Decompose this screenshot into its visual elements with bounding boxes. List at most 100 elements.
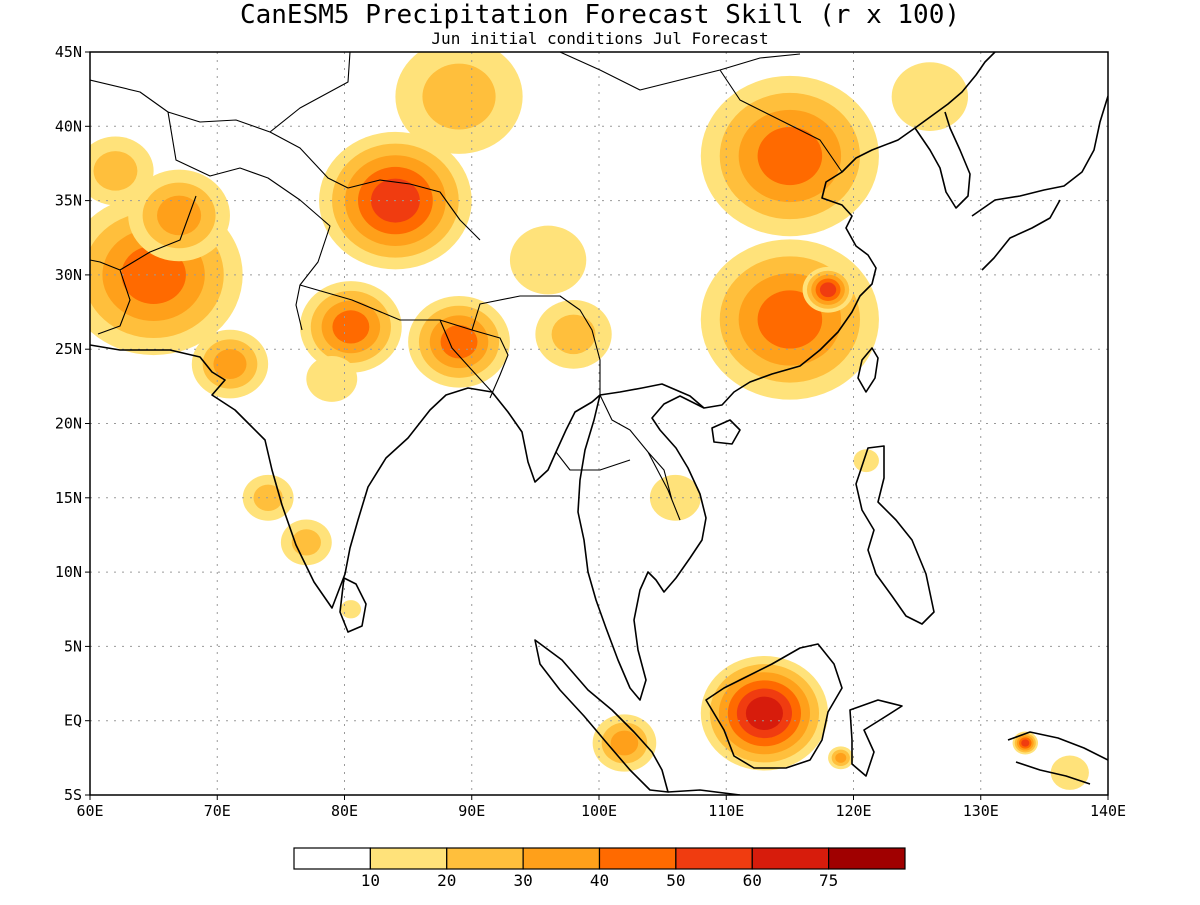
skill-contour xyxy=(551,314,596,355)
lat-tick-label: 35N xyxy=(55,192,82,210)
skill-contour xyxy=(213,349,247,379)
skill-contour xyxy=(1021,739,1030,747)
coastline-philippines xyxy=(855,445,935,625)
skill-region-new-guinea-south xyxy=(1050,755,1089,790)
coastline-sumatra xyxy=(534,639,669,793)
map-title: CanESM5 Precipitation Forecast Skill (r … xyxy=(240,0,960,30)
skill-region-sri-lanka xyxy=(340,600,362,619)
skill-region-philippines xyxy=(853,449,879,473)
coastline-indochina xyxy=(577,394,707,701)
skill-region-mongolia-west xyxy=(395,52,523,154)
map-subtitle: Jun initial conditions Jul Forecast xyxy=(431,29,768,48)
lat-tick-label: 25N xyxy=(55,340,82,358)
skill-region-sulawesi xyxy=(828,746,854,770)
colorbar-swatch xyxy=(293,847,371,870)
skill-region-bengal xyxy=(408,295,510,388)
lon-tick-label: 90E xyxy=(458,802,485,820)
skill-region-south-india xyxy=(280,519,332,566)
skill-contour xyxy=(93,151,138,191)
lon-tick-label: 100E xyxy=(581,802,617,820)
skill-contour xyxy=(422,63,496,130)
skill-region-west-india xyxy=(191,329,269,399)
coastline-java xyxy=(667,789,741,795)
skill-contour xyxy=(332,310,370,344)
skill-contour xyxy=(253,484,283,511)
axis-ticks: 60E 70E 80E 90E 100E 110E 120E 130E 140E 45N 40N 35… xyxy=(55,43,1126,820)
skill-contour xyxy=(745,696,783,730)
colorbar: 10 20 30 40 50 60 75 xyxy=(293,847,906,890)
lon-tick-label: 110E xyxy=(708,802,744,820)
skill-region-south-china xyxy=(700,239,879,400)
skill-contour xyxy=(291,529,321,556)
lat-tick-label: 10N xyxy=(55,563,82,581)
lat-tick-label: EQ xyxy=(64,712,82,730)
colorbar-swatch xyxy=(446,847,524,870)
colorbar-swatch xyxy=(522,847,601,870)
skill-region-sumatra xyxy=(592,714,657,772)
colorbar-swatch xyxy=(598,847,677,870)
coastline-hainan xyxy=(711,419,741,445)
skill-region-north-india xyxy=(299,281,402,373)
lon-tick-label: 70E xyxy=(204,802,231,820)
coastline-sulawesi xyxy=(849,699,903,777)
skill-region-north-china xyxy=(700,75,879,237)
coastline-japan xyxy=(971,95,1108,271)
skill-contour xyxy=(440,325,478,359)
skill-contour xyxy=(819,282,837,298)
lat-tick-label: 15N xyxy=(55,489,82,507)
lon-tick-label: 80E xyxy=(331,802,358,820)
skill-region-new-guinea-west xyxy=(1012,731,1039,755)
colorbar-label: 60 xyxy=(743,871,762,890)
skill-region-myanmar-north xyxy=(535,299,612,369)
lon-tick-label: 130E xyxy=(963,802,999,820)
skill-region-tibet-east xyxy=(509,225,587,295)
skill-region-borneo xyxy=(700,656,829,771)
skill-region-east-china-coast xyxy=(802,266,854,313)
skill-region-iran-north xyxy=(90,136,154,206)
lat-tick-label: 40N xyxy=(55,117,82,135)
skill-contour xyxy=(757,126,823,186)
skill-region-india-west-coast xyxy=(242,474,294,521)
skill-contour xyxy=(891,62,969,131)
land-outlines xyxy=(90,52,1108,795)
lat-tick-label: 30N xyxy=(55,266,82,284)
colorbar-swatch xyxy=(828,847,906,870)
country-borders xyxy=(90,52,843,521)
lat-tick-label: 5N xyxy=(64,637,82,655)
skill-contour xyxy=(509,225,587,295)
skill-region-afghanistan xyxy=(128,169,230,262)
gridlines xyxy=(90,52,1108,795)
colorbar-label: 30 xyxy=(513,871,532,890)
lat-tick-label: 20N xyxy=(55,415,82,433)
coastline-taiwan xyxy=(857,347,879,393)
colorbar-label: 20 xyxy=(437,871,456,890)
skill-contour xyxy=(306,356,358,402)
lon-tick-label: 140E xyxy=(1090,802,1126,820)
coastline-korea xyxy=(914,111,971,209)
colorbar-label: 50 xyxy=(666,871,685,890)
skill-shading xyxy=(90,52,1089,790)
colorbar-swatch xyxy=(675,847,753,870)
coastline-new-guinea xyxy=(1007,731,1108,785)
lat-tick-label: 5S xyxy=(64,786,82,804)
coastline-sri-lanka xyxy=(339,577,367,633)
colorbar-label: 75 xyxy=(819,871,838,890)
skill-contour xyxy=(340,600,362,619)
lat-tick-label: 45N xyxy=(55,43,82,61)
skill-contour xyxy=(853,449,879,473)
coastline-borneo xyxy=(705,643,843,769)
skill-contour xyxy=(610,730,639,756)
skill-contour xyxy=(157,195,202,236)
skill-contour xyxy=(757,290,823,349)
lon-tick-label: 60E xyxy=(76,802,103,820)
colorbar-swatch xyxy=(369,847,448,870)
colorbar-swatch xyxy=(751,847,830,870)
skill-contour xyxy=(835,752,847,763)
skill-region-central-india xyxy=(306,356,358,402)
skill-contour xyxy=(1050,755,1089,790)
skill-region-manchuria xyxy=(891,62,969,131)
colorbar-label: 40 xyxy=(590,871,609,890)
lon-tick-label: 120E xyxy=(835,802,871,820)
